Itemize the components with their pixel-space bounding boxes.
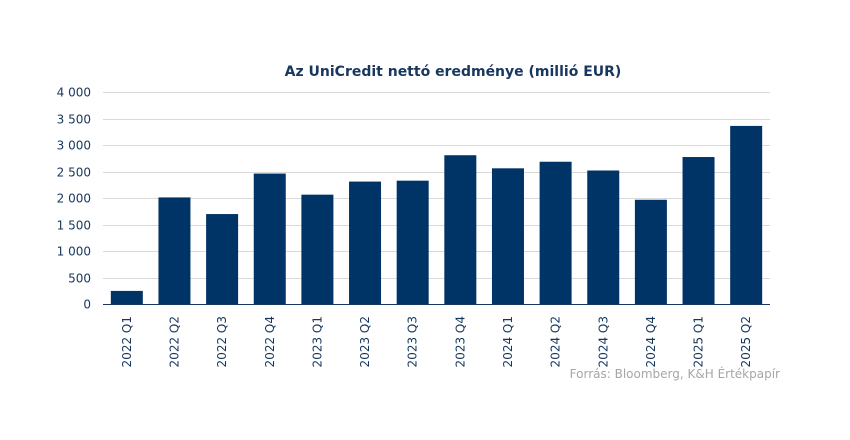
y-tick-label: 0 — [83, 298, 91, 312]
bar — [491, 168, 524, 304]
x-tick-label: 2022 Q1 — [120, 316, 134, 367]
y-tick-label: 3 500 — [57, 113, 91, 127]
bar — [444, 155, 477, 304]
x-tick-label: 2024 Q2 — [549, 316, 563, 367]
y-tick-label: 4 000 — [57, 86, 91, 100]
x-tick-label: 2024 Q1 — [501, 316, 515, 367]
y-tick-label: 500 — [68, 272, 91, 286]
bar — [253, 173, 286, 304]
bar — [634, 199, 667, 304]
x-tick-label: 2023 Q3 — [406, 316, 420, 367]
bar — [730, 125, 763, 304]
bar — [682, 157, 715, 304]
bar — [539, 161, 572, 304]
bar — [301, 194, 334, 304]
x-tick-label: 2023 Q1 — [310, 316, 324, 367]
x-tick-label: 2022 Q4 — [263, 316, 277, 367]
x-tick-label: 2024 Q4 — [644, 316, 658, 367]
bar — [158, 197, 191, 304]
bars — [110, 125, 763, 304]
y-tick-label: 1 500 — [57, 219, 91, 233]
x-tick-label: 2025 Q2 — [739, 316, 753, 367]
x-axis-ticks: 2022 Q1 2022 Q2 2022 Q3 2022 Q4 2023 Q1 2023 … — [120, 316, 753, 367]
bar — [396, 180, 429, 304]
gridlines — [103, 92, 770, 279]
x-tick-label: 2023 Q4 — [453, 316, 467, 367]
source-note: Forrás: Bloomberg, K&H Értékpapír — [570, 366, 780, 381]
y-axis-ticks: 0 500 1 000 1 500 2 000 2 500 3 000 3 500 4 000 — [57, 86, 91, 312]
y-tick-label: 2 000 — [57, 192, 91, 206]
y-tick-label: 3 000 — [57, 139, 91, 153]
x-tick-label: 2022 Q2 — [167, 316, 181, 367]
bar — [349, 181, 382, 304]
bar — [587, 170, 620, 304]
x-tick-label: 2023 Q2 — [358, 316, 372, 367]
chart-title: Az UniCredit nettó eredménye (millió EUR… — [285, 64, 622, 80]
x-tick-label: 2022 Q3 — [215, 316, 229, 367]
y-tick-label: 2 500 — [57, 166, 91, 180]
bar — [206, 214, 239, 304]
x-tick-label: 2025 Q1 — [692, 316, 706, 367]
bar — [110, 290, 143, 304]
x-tick-label: 2024 Q3 — [596, 316, 610, 367]
y-tick-label: 1 000 — [57, 245, 91, 259]
